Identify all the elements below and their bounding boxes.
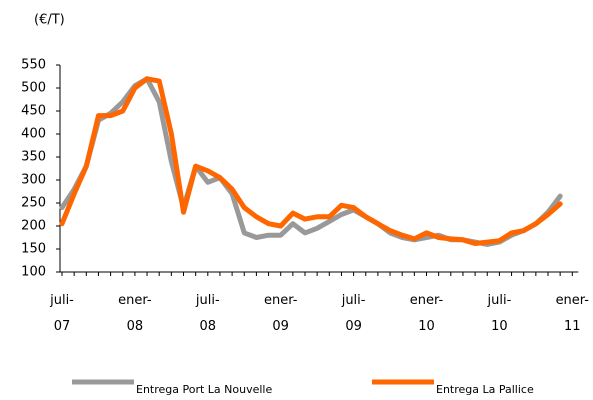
x-tick-label: ener- 09 — [263, 293, 298, 334]
x-tick-label: juli- 09 — [341, 293, 366, 334]
y-tick-label: 150 — [21, 242, 46, 257]
x-tick-label: ener- 10 — [409, 293, 444, 334]
y-tick-label: 550 — [21, 58, 46, 73]
y-tick-label: 500 — [21, 81, 46, 96]
y-tick-label: 250 — [21, 196, 46, 211]
y-tick-label: 100 — [21, 265, 46, 280]
y-tick-label: 200 — [21, 219, 46, 234]
y-tick-label: 300 — [21, 173, 46, 188]
x-tick-label: ener- 08 — [118, 293, 152, 334]
series-line — [59, 76, 563, 246]
legend-label: Entrega Port La Nouvelle — [136, 383, 272, 396]
x-tick-label: juli- 07 — [50, 293, 74, 334]
legend-label: Entrega La Pallice — [436, 383, 534, 396]
x-tick-label: ener- 11 — [555, 293, 590, 334]
x-tick-label: juli- 08 — [195, 293, 220, 334]
x-tick-label: juli- 10 — [487, 293, 512, 334]
y-tick-label: 400 — [21, 127, 46, 142]
y-axis-label: (€/T) — [34, 13, 65, 28]
y-tick-label: 350 — [21, 150, 46, 165]
y-tick-label: 450 — [21, 104, 46, 119]
